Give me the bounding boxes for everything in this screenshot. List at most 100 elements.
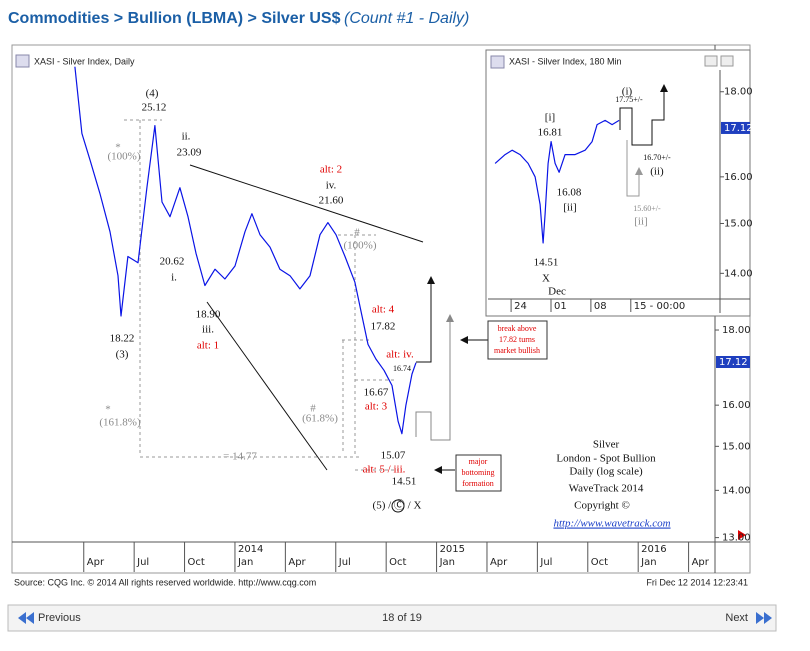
annotation: Dec xyxy=(548,286,566,298)
y-tick-label: 14.00 xyxy=(722,485,751,496)
x-tick-label: 15 - 00:00 xyxy=(634,301,686,312)
annotation: alt: 1 xyxy=(197,340,219,352)
annotation: (ii) xyxy=(650,166,664,178)
annotation: 21.60 xyxy=(319,195,344,207)
next-button[interactable]: Next xyxy=(725,612,748,624)
x-tick-label: Apr xyxy=(288,557,306,568)
last-price-label: 17.12 xyxy=(719,357,748,368)
annotation: 15.07 xyxy=(381,450,406,462)
last-price-marker xyxy=(716,356,750,369)
next-icon[interactable] xyxy=(756,612,772,624)
annotation: 20.62 xyxy=(160,256,185,268)
x-tick-label: Oct xyxy=(389,557,406,568)
callout-text: break above xyxy=(498,324,537,333)
last-price-label: 17.12 xyxy=(724,123,753,134)
annotation: 14.51 xyxy=(392,476,417,488)
annotation: alt: 4 xyxy=(372,304,395,316)
annotation: alt: 5 / iii. xyxy=(363,464,406,476)
arrowhead xyxy=(660,84,668,92)
annotation: 16.70+/- xyxy=(643,153,671,162)
page-subtitle: (Count #1 - Daily) xyxy=(344,10,469,27)
y-tick-label: 15.00 xyxy=(722,441,751,452)
annotation: WaveTrack 2014 xyxy=(569,483,644,495)
x-tick-label: 08 xyxy=(594,301,607,312)
y-tick-label: 14.00 xyxy=(724,268,753,279)
annotation: (5) / Ⓒ / X xyxy=(373,499,422,512)
annotation: London - Spot Bullion xyxy=(556,453,656,465)
x-tick-label: Jan xyxy=(237,557,253,568)
panel-icon xyxy=(490,55,505,69)
panel-icon xyxy=(15,54,30,68)
fib-guide xyxy=(124,119,360,458)
trend-line xyxy=(189,164,424,243)
annotation: [ii] xyxy=(563,202,576,214)
price-line xyxy=(74,66,417,435)
projection xyxy=(619,92,665,146)
callout-box xyxy=(455,454,502,492)
annotation: (100%) xyxy=(344,240,377,252)
projection xyxy=(626,140,640,197)
annotation: 18.22 xyxy=(110,333,135,345)
annotation: http://www.wavetrack.com xyxy=(553,518,670,530)
annotation: * xyxy=(115,142,121,154)
annotation: 17.82 xyxy=(371,321,396,333)
year-label: 2016 xyxy=(641,544,666,555)
x-tick-label: 24 xyxy=(514,301,527,312)
fib-guide xyxy=(338,234,376,455)
annotation: 17.75+/- xyxy=(615,95,643,104)
y-tick-label: 16.00 xyxy=(724,172,753,183)
circle-mark xyxy=(391,499,405,513)
annotation: # xyxy=(310,403,316,415)
projection xyxy=(415,322,451,441)
annotation: 18.90 xyxy=(196,309,221,321)
y-tick-label: 18.00 xyxy=(722,325,751,336)
x-tick-label: Oct xyxy=(591,557,608,568)
y-tick-label: 16.00 xyxy=(722,400,751,411)
callout-text: market bullish xyxy=(494,346,540,355)
annotation: 16.74 xyxy=(393,364,411,373)
arrowhead xyxy=(427,276,435,284)
annotation: ii. xyxy=(182,131,191,143)
projection xyxy=(416,284,432,363)
callout-text: bottoming xyxy=(462,468,495,477)
y-tick-label: 13.00 xyxy=(722,533,751,544)
x-tick-label: Apr xyxy=(490,557,508,568)
window-buttons xyxy=(704,55,734,67)
prev-icon[interactable] xyxy=(18,612,34,624)
callout-box xyxy=(487,320,548,360)
nav-bar: Previous 18 of 19 Next xyxy=(7,604,777,632)
last-price-marker xyxy=(721,121,750,134)
panel-title: XASI - Silver Index, Daily xyxy=(34,56,135,66)
callout-text: formation xyxy=(462,479,494,488)
callout-text: major xyxy=(469,457,488,466)
annotation: Copyright © xyxy=(574,500,630,512)
annotation: * xyxy=(105,404,111,416)
x-tick-label: Jul xyxy=(136,557,149,568)
annotation: 16.08 xyxy=(557,187,582,199)
x-tick-label: Jul xyxy=(338,557,351,568)
annotation: alt: iv. xyxy=(386,349,414,361)
annotation: alt: 3 xyxy=(365,401,388,413)
page-title: Commodities > Bullion (LBMA) > Silver US… xyxy=(8,10,341,27)
nav-background xyxy=(7,604,777,632)
annotation: (161.8%) xyxy=(99,417,141,429)
arrowhead xyxy=(635,167,643,175)
main-chart: XASI - Silver Index, Daily 18.00 16.00 15.… xyxy=(12,45,751,573)
inset-frame xyxy=(485,49,751,317)
x-tick-label: Jan xyxy=(640,557,656,568)
wave-lines xyxy=(124,119,746,540)
annotation: 16.81 xyxy=(538,127,563,139)
x-tick-label: Apr xyxy=(692,557,710,568)
annotation: (3) xyxy=(116,349,129,361)
annotation: 14.51 xyxy=(534,257,559,269)
previous-button[interactable]: Previous xyxy=(38,612,81,624)
x-tick-label: Apr xyxy=(87,557,105,568)
inset-title: XASI - Silver Index, 180 Min xyxy=(509,56,622,66)
year-label: 2015 xyxy=(440,544,465,555)
annotation: = 14.77 xyxy=(223,451,257,463)
x-tick-label: 01 xyxy=(554,301,567,312)
y-tick-label: 15.00 xyxy=(724,218,753,229)
annotation: [i] xyxy=(545,112,555,124)
fib-guide xyxy=(355,379,398,471)
